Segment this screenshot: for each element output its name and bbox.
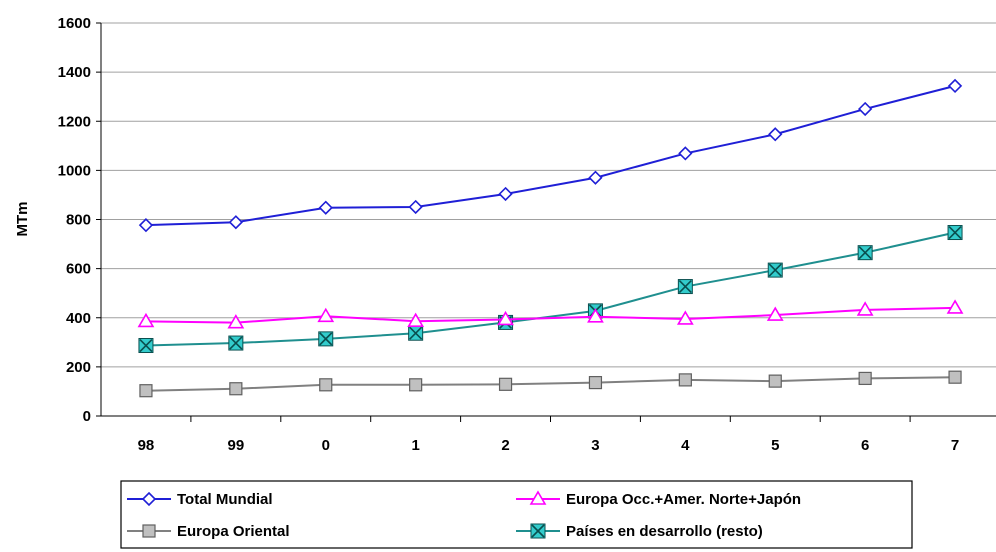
x-tick-label: 4 — [681, 437, 690, 454]
data-point — [588, 375, 603, 390]
y-tick-label: 0 — [83, 408, 91, 425]
y-tick-label: 1400 — [58, 64, 91, 81]
data-point — [587, 308, 604, 323]
legend-item: Europa Oriental — [127, 523, 290, 540]
y-axis-title: MTm — [14, 202, 31, 237]
data-point — [676, 310, 694, 325]
legend-marker — [142, 524, 156, 538]
data-point — [138, 218, 154, 233]
data-point — [768, 374, 782, 388]
data-point — [408, 325, 424, 341]
data-point — [407, 312, 425, 327]
x-tick-label: 2 — [501, 437, 509, 454]
legend-label: Total Mundial — [177, 491, 273, 508]
data-point — [408, 199, 423, 215]
data-point — [588, 170, 603, 185]
data-point — [318, 331, 334, 347]
data-point — [678, 146, 693, 161]
series-line — [145, 376, 956, 392]
data-point — [678, 373, 692, 387]
data-point — [229, 382, 243, 396]
x-tick-label: 99 — [228, 437, 245, 454]
y-tick-label: 1000 — [58, 162, 91, 179]
legend-item: Países en desarrollo (resto) — [516, 523, 763, 540]
legend: Total Mundial Europa Occ.+Amer. Norte+Jap… — [120, 480, 913, 549]
data-point — [767, 262, 783, 278]
legend-box — [120, 480, 913, 549]
data-point — [947, 78, 963, 94]
y-tick-label: 600 — [66, 261, 91, 278]
series-line — [145, 306, 956, 324]
data-point — [228, 335, 244, 351]
legend-item: Europa Occ.+Amer. Norte+Japón — [516, 490, 801, 508]
x-tick-label: 0 — [322, 437, 330, 454]
series-layer — [137, 78, 964, 398]
y-tick-label: 400 — [66, 310, 91, 327]
x-tick-label: 3 — [591, 437, 599, 454]
data-point — [139, 384, 153, 398]
x-tick-label: 5 — [771, 437, 779, 454]
data-point — [946, 299, 964, 314]
data-point — [319, 378, 333, 392]
legend-label: Europa Oriental — [177, 523, 290, 540]
data-point — [677, 279, 693, 295]
data-point — [318, 200, 333, 215]
y-tick-label: 800 — [66, 212, 91, 229]
data-point — [858, 101, 873, 117]
data-point — [137, 312, 155, 328]
legend-marker — [529, 490, 547, 505]
data-point — [228, 215, 243, 230]
data-point — [766, 306, 784, 321]
y-tick-label: 1200 — [58, 113, 91, 130]
series-0 — [138, 78, 963, 233]
data-point — [227, 314, 245, 329]
data-point — [948, 370, 962, 384]
legend-marker — [530, 523, 546, 539]
data-point — [947, 225, 963, 241]
data-point — [497, 310, 514, 326]
x-tick-label: 1 — [411, 437, 419, 454]
y-tick-label: 200 — [66, 359, 91, 376]
data-point — [768, 127, 783, 142]
series-1 — [137, 299, 964, 329]
data-point — [409, 378, 423, 392]
legend-label: Europa Occ.+Amer. Norte+Japón — [566, 491, 801, 508]
series-line — [145, 231, 956, 347]
data-point — [498, 377, 513, 391]
y-tick-label: 1600 — [58, 15, 91, 32]
data-point — [858, 371, 872, 386]
data-point — [857, 245, 873, 261]
series-line — [145, 84, 956, 227]
data-point — [498, 186, 513, 202]
data-point — [317, 307, 335, 323]
axes: 0 200 400 600 800 1000 1200 1400 1600 98 99 0 1 2 3 4 5 6… — [58, 15, 996, 454]
data-point — [138, 338, 154, 354]
legend-marker — [141, 491, 157, 507]
legend-item: Total Mundial — [127, 491, 273, 508]
x-tick-label: 7 — [951, 437, 959, 454]
series-2 — [139, 370, 962, 398]
x-tick-label: 6 — [861, 437, 869, 454]
data-point — [856, 301, 874, 316]
x-tick-label: 98 — [138, 437, 155, 454]
legend-label: Países en desarrollo (resto) — [566, 523, 763, 540]
